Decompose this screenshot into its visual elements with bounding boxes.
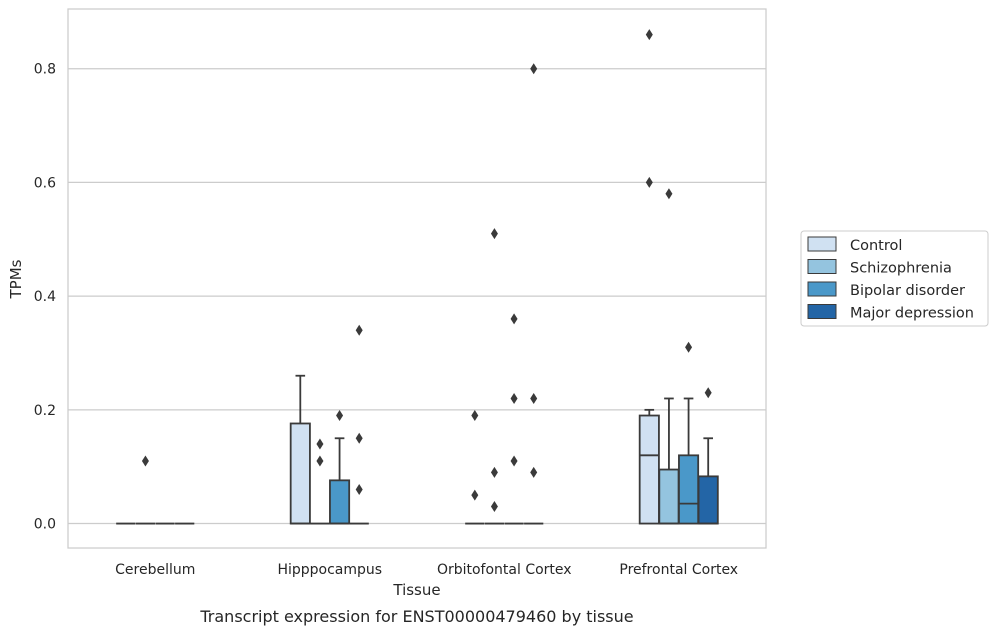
- box-group: [289, 374, 311, 525]
- outlier-point: [355, 324, 363, 336]
- box: [697, 475, 719, 525]
- x-axis-label: Tissue: [392, 581, 440, 599]
- box-group: [310, 438, 330, 525]
- legend-label: Bipolar disorder: [850, 283, 965, 299]
- outlier-point: [490, 228, 498, 240]
- box: [638, 414, 660, 525]
- x-axis-ticks: Cerebellum Hipppocampus Orbitofontal Corte…: [115, 562, 738, 578]
- outlier-point: [645, 29, 653, 41]
- outlier-point: [645, 176, 653, 188]
- box-group: [658, 188, 680, 525]
- box-group: [465, 410, 485, 525]
- legend-swatch: [807, 236, 837, 252]
- box-group: [484, 228, 505, 525]
- outlier-point: [316, 455, 324, 467]
- box-group: [697, 387, 719, 525]
- legend-swatch: [807, 281, 837, 297]
- y-tick-label: 0.0: [34, 517, 56, 533]
- outlier-point: [316, 438, 324, 450]
- y-tick-label: 0.2: [34, 403, 56, 419]
- legend-frame: [800, 230, 989, 327]
- legend-label: Major depression: [850, 306, 974, 322]
- box-group: [638, 29, 660, 525]
- box-group: [504, 313, 524, 525]
- box-group: [524, 63, 544, 525]
- outlier-point: [530, 466, 538, 478]
- legend-swatch: [807, 259, 837, 274]
- box-group: [135, 455, 156, 525]
- x-tick-label: Orbitofontal Cortex: [437, 562, 572, 578]
- box-group: [329, 410, 351, 525]
- plot-area-frame: [67, 8, 767, 549]
- outlier-point: [530, 63, 538, 75]
- gridlines: [68, 68, 766, 525]
- outlier-point: [510, 313, 518, 325]
- y-axis-label: TPMs: [7, 259, 25, 299]
- box-group: [349, 324, 369, 525]
- x-tick-label: Hipppocampus: [277, 562, 382, 578]
- outlier-point: [490, 500, 498, 512]
- outlier-point: [510, 455, 518, 467]
- outlier-point: [355, 483, 363, 495]
- y-axis-ticks: 0.0 0.2 0.4 0.6 0.8: [34, 62, 56, 533]
- outlier-point: [355, 432, 363, 444]
- box: [658, 468, 680, 525]
- outlier-point: [336, 410, 344, 422]
- legend-label: Schizophrenia: [850, 261, 952, 277]
- legend-swatch: [807, 304, 837, 319]
- chart-caption: Transcript expression for ENST0000047946…: [199, 607, 633, 626]
- x-tick-label: Prefrontal Cortex: [619, 562, 738, 578]
- outlier-point: [471, 410, 479, 422]
- legend-label: Control: [850, 238, 902, 254]
- outlier-point: [510, 392, 518, 404]
- y-tick-label: 0.8: [34, 62, 56, 78]
- box-plot-series: [116, 29, 719, 525]
- x-tick-label: Cerebellum: [115, 562, 195, 578]
- outlier-point: [530, 392, 538, 404]
- y-tick-label: 0.6: [34, 175, 56, 191]
- outlier-point: [490, 466, 498, 478]
- legend: Control Schizophrenia Bipolar disorder Majo…: [800, 230, 989, 327]
- box: [678, 454, 700, 525]
- outlier-point: [665, 188, 673, 200]
- box: [329, 479, 351, 525]
- outlier-point: [141, 455, 149, 467]
- box: [289, 422, 311, 525]
- box-group: [678, 341, 700, 525]
- outlier-point: [704, 387, 712, 399]
- outlier-point: [471, 489, 479, 501]
- y-tick-label: 0.4: [34, 289, 56, 305]
- outlier-point: [685, 341, 693, 353]
